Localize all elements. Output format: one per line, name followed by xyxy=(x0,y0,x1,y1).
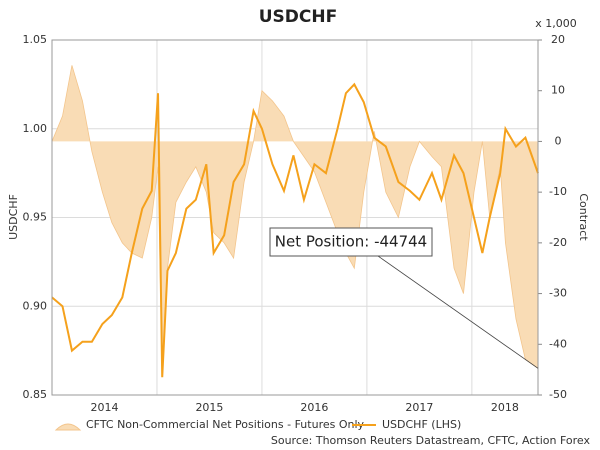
line xyxy=(51,82,539,378)
y-tick-label: 1.00 xyxy=(23,122,48,135)
x-tick-label: 2016 xyxy=(300,401,328,414)
x-tick-label: 2018 xyxy=(491,401,519,414)
annotation: Net Position: -44744 xyxy=(275,233,427,251)
y2-axis-label: Contract xyxy=(577,193,590,241)
annotation-leader xyxy=(377,255,539,369)
y2-tick-label: -30 xyxy=(549,287,567,300)
chart-title: USDCHF xyxy=(259,7,337,27)
y2-tick-label: -40 xyxy=(549,337,567,350)
y2-tick-label: -50 xyxy=(549,388,567,401)
y2-tick-label: 10 xyxy=(551,84,565,97)
y2-tick-label: 20 xyxy=(551,33,565,46)
plot-frame xyxy=(51,39,539,396)
y-tick-label: 0.85 xyxy=(23,388,48,401)
x-tick-label: 2014 xyxy=(90,401,118,414)
area-outline xyxy=(51,65,539,375)
x-tick-label: 2015 xyxy=(195,401,223,414)
y-tick-label: 0.90 xyxy=(23,299,48,312)
y2-unit: x 1,000 xyxy=(535,17,577,30)
annotation-box xyxy=(269,227,433,257)
legend-swatch xyxy=(54,423,82,431)
y-tick-label: 0.95 xyxy=(23,211,48,224)
source: Source: Thomson Reuters Datastream, CFTC… xyxy=(271,434,591,447)
y2-tick-label: 0 xyxy=(555,134,562,147)
area-fill xyxy=(52,65,538,375)
x-tick-label: 2017 xyxy=(405,401,433,414)
legend-label: USDCHF (LHS) xyxy=(382,418,461,431)
y2-tick-label: -20 xyxy=(549,236,567,249)
y-axis-label: USDCHF xyxy=(7,194,20,240)
legend-label: CFTC Non-Commercial Net Positions - Futu… xyxy=(86,418,365,431)
y-tick-label: 1.05 xyxy=(23,33,48,46)
y2-tick-label: -10 xyxy=(549,185,567,198)
